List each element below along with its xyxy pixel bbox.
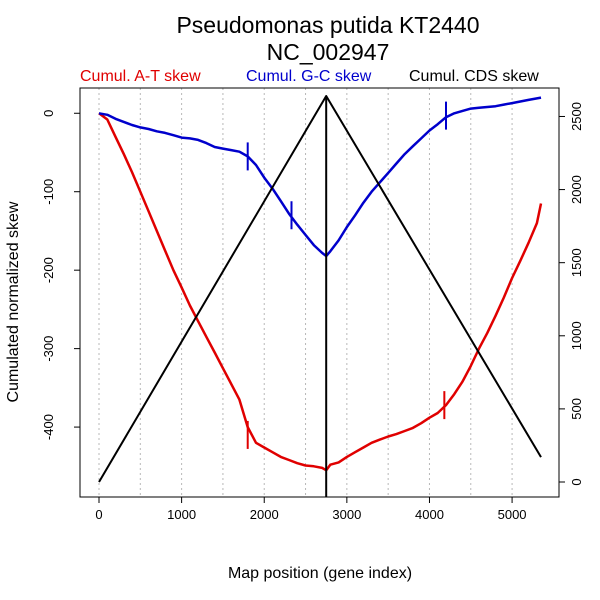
y-axis-left: 0 -100 -200 -300 -400 <box>41 110 80 440</box>
y2-tick-label: 2500 <box>569 102 584 131</box>
legend-at-skew: Cumul. A-T skew <box>80 68 201 85</box>
y-tick-label: -300 <box>41 336 56 362</box>
x-tick-label: 0 <box>95 507 102 522</box>
x-tick-label: 3000 <box>332 507 361 522</box>
x-tick-label: 2000 <box>250 507 279 522</box>
y2-tick-label: 1500 <box>569 248 584 277</box>
y2-tick-label: 500 <box>569 398 584 420</box>
y-tick-label: 0 <box>41 110 56 117</box>
x-tick-label: 1000 <box>167 507 196 522</box>
x-tick-label: 5000 <box>498 507 527 522</box>
grid-layer <box>98 88 513 497</box>
legend-gc-skew: Cumul. G-C skew <box>246 68 372 85</box>
y-tick-label: -200 <box>41 257 56 283</box>
y-tick-label: -400 <box>41 414 56 440</box>
marker-layer <box>246 101 447 449</box>
y-axis-right: 0 500 1000 1500 2000 2500 <box>559 102 584 486</box>
plot-frame <box>79 87 560 498</box>
series-layer <box>98 95 543 483</box>
y2-tick-label: 1000 <box>569 321 584 350</box>
x-axis-label: Map position (gene index) <box>228 565 412 582</box>
chart-subtitle: NC_002947 <box>267 39 390 65</box>
chart-title: Pseudomonas putida KT2440 <box>176 12 479 38</box>
series-line-1 <box>98 96 542 258</box>
series-line-2 <box>98 95 542 483</box>
x-axis: 0 1000 2000 3000 4000 5000 <box>95 496 527 522</box>
y-axis-label: Cumulated normalized skew <box>5 201 22 402</box>
legend-cds-skew: Cumul. CDS skew <box>409 68 539 85</box>
x-tick-label: 4000 <box>415 507 444 522</box>
series-line-0 <box>98 112 543 472</box>
y2-tick-label: 0 <box>569 478 584 485</box>
y-tick-label: -100 <box>41 179 56 205</box>
y2-tick-label: 2000 <box>569 175 584 204</box>
